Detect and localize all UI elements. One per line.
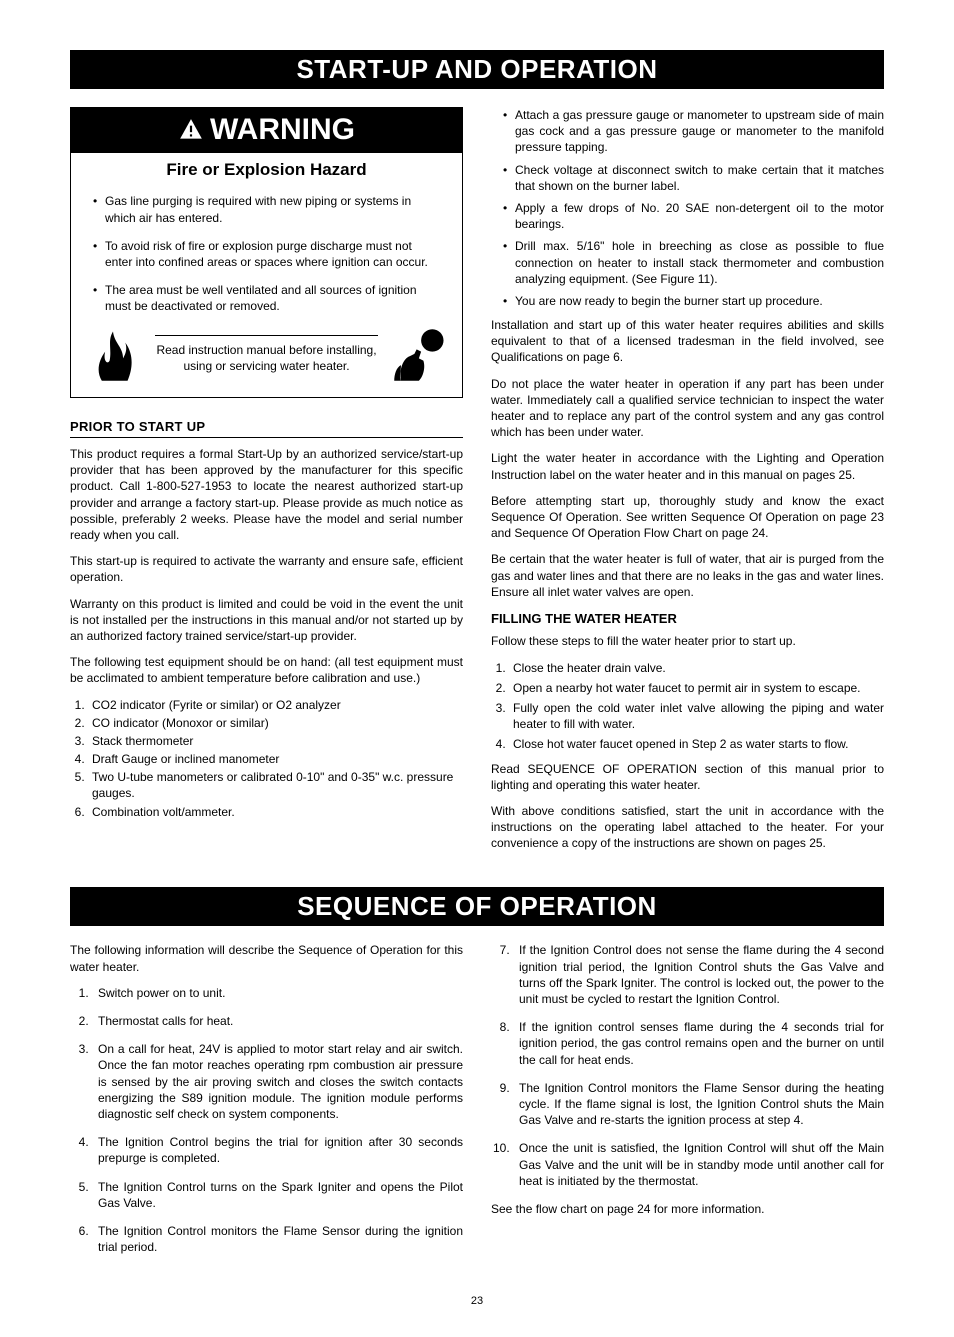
burn-hand-icon — [392, 327, 448, 383]
body-text: Be certain that the water heater is full… — [491, 551, 884, 600]
prior-startup-heading: PRIOR TO START UP — [70, 418, 463, 439]
list-item: Combination volt/ammeter. — [88, 804, 463, 820]
list-item: The Ignition Control monitors the Flame … — [92, 1223, 463, 1255]
flame-icon — [85, 327, 141, 383]
body-text: Follow these steps to fill the water hea… — [491, 633, 884, 649]
body-text: The following test equipment should be o… — [70, 654, 463, 686]
list-item: Switch power on to unit. — [92, 985, 463, 1001]
body-text: Warranty on this product is limited and … — [70, 596, 463, 645]
list-item: Close hot water faucet opened in Step 2 … — [509, 736, 884, 752]
list-item: CO2 indicator (Fyrite or similar) or O2 … — [88, 697, 463, 713]
equipment-list: CO2 indicator (Fyrite or similar) or O2 … — [70, 697, 463, 820]
list-item: Open a nearby hot water faucet to permit… — [509, 680, 884, 696]
body-text: Do not place the water heater in operati… — [491, 376, 884, 441]
list-item: The Ignition Control turns on the Spark … — [92, 1179, 463, 1211]
warning-footer-row: Read instruction manual before installin… — [85, 327, 448, 383]
warning-footer-text: Read instruction manual before installin… — [155, 335, 378, 374]
prep-bullets: Attach a gas pressure gauge or manometer… — [491, 107, 884, 309]
list-item: Draft Gauge or inclined manometer — [88, 751, 463, 767]
warning-bullets: Gas line purging is required with new pi… — [85, 193, 448, 314]
list-item: Drill max. 5/16" hole in breeching as cl… — [491, 238, 884, 287]
list-item: Attach a gas pressure gauge or manometer… — [491, 107, 884, 156]
list-item: Fully open the cold water inlet valve al… — [509, 700, 884, 732]
warning-header: WARNING — [71, 108, 462, 153]
body-text: The following information will describe … — [70, 942, 463, 974]
alert-triangle-icon — [178, 117, 204, 143]
list-item: Stack thermometer — [88, 733, 463, 749]
page-number: 23 — [70, 1295, 884, 1307]
body-text: Installation and start up of this water … — [491, 317, 884, 366]
body-text: This start-up is required to activate th… — [70, 553, 463, 585]
section-banner-sequence: SEQUENCE OF OPERATION — [70, 887, 884, 926]
sequence-list-left: Switch power on to unit. Thermostat call… — [70, 985, 463, 1255]
body-text: This product requires a formal Start-Up … — [70, 446, 463, 543]
list-item: Once the unit is satisfied, the Ignition… — [513, 1140, 884, 1189]
seq-left-column: The following information will describe … — [70, 942, 463, 1267]
body-text: See the flow chart on page 24 for more i… — [491, 1201, 884, 1217]
list-item: Close the heater drain valve. — [509, 660, 884, 676]
warning-bullet: The area must be well ventilated and all… — [93, 282, 440, 314]
list-item: If the Ignition Control does not sense t… — [513, 942, 884, 1007]
body-text: Read SEQUENCE OF OPERATION section of th… — [491, 761, 884, 793]
body-text: With above conditions satisfied, start t… — [491, 803, 884, 852]
list-item: On a call for heat, 24V is applied to mo… — [92, 1041, 463, 1122]
warning-bullet: Gas line purging is required with new pi… — [93, 193, 440, 225]
list-item: Check voltage at disconnect switch to ma… — [491, 162, 884, 194]
warning-box: WARNING Fire or Explosion Hazard Gas lin… — [70, 107, 463, 398]
sequence-columns: The following information will describe … — [70, 942, 884, 1267]
list-item: CO indicator (Monoxor or similar) — [88, 715, 463, 731]
warning-subtitle: Fire or Explosion Hazard — [85, 159, 448, 182]
list-item: Apply a few drops of No. 20 SAE non-dete… — [491, 200, 884, 232]
list-item: Two U-tube manometers or calibrated 0-10… — [88, 769, 463, 801]
list-item: You are now ready to begin the burner st… — [491, 293, 884, 309]
right-column: Attach a gas pressure gauge or manometer… — [491, 107, 884, 861]
list-item: The Ignition Control monitors the Flame … — [513, 1080, 884, 1129]
body-text: Before attempting start up, thoroughly s… — [491, 493, 884, 542]
filling-steps: Close the heater drain valve. Open a nea… — [491, 660, 884, 753]
left-column: WARNING Fire or Explosion Hazard Gas lin… — [70, 107, 463, 861]
list-item: If the ignition control senses flame dur… — [513, 1019, 884, 1068]
list-item: Thermostat calls for heat. — [92, 1013, 463, 1029]
warning-bullet: To avoid risk of fire or explosion purge… — [93, 238, 440, 270]
warning-title: WARNING — [210, 110, 355, 151]
seq-right-column: If the Ignition Control does not sense t… — [491, 942, 884, 1267]
filling-heading: FILLING THE WATER HEATER — [491, 610, 884, 628]
startup-columns: WARNING Fire or Explosion Hazard Gas lin… — [70, 107, 884, 861]
section-banner-startup: START-UP AND OPERATION — [70, 50, 884, 89]
sequence-list-right: If the Ignition Control does not sense t… — [491, 942, 884, 1188]
body-text: Light the water heater in accordance wit… — [491, 450, 884, 482]
list-item: The Ignition Control begins the trial fo… — [92, 1134, 463, 1166]
